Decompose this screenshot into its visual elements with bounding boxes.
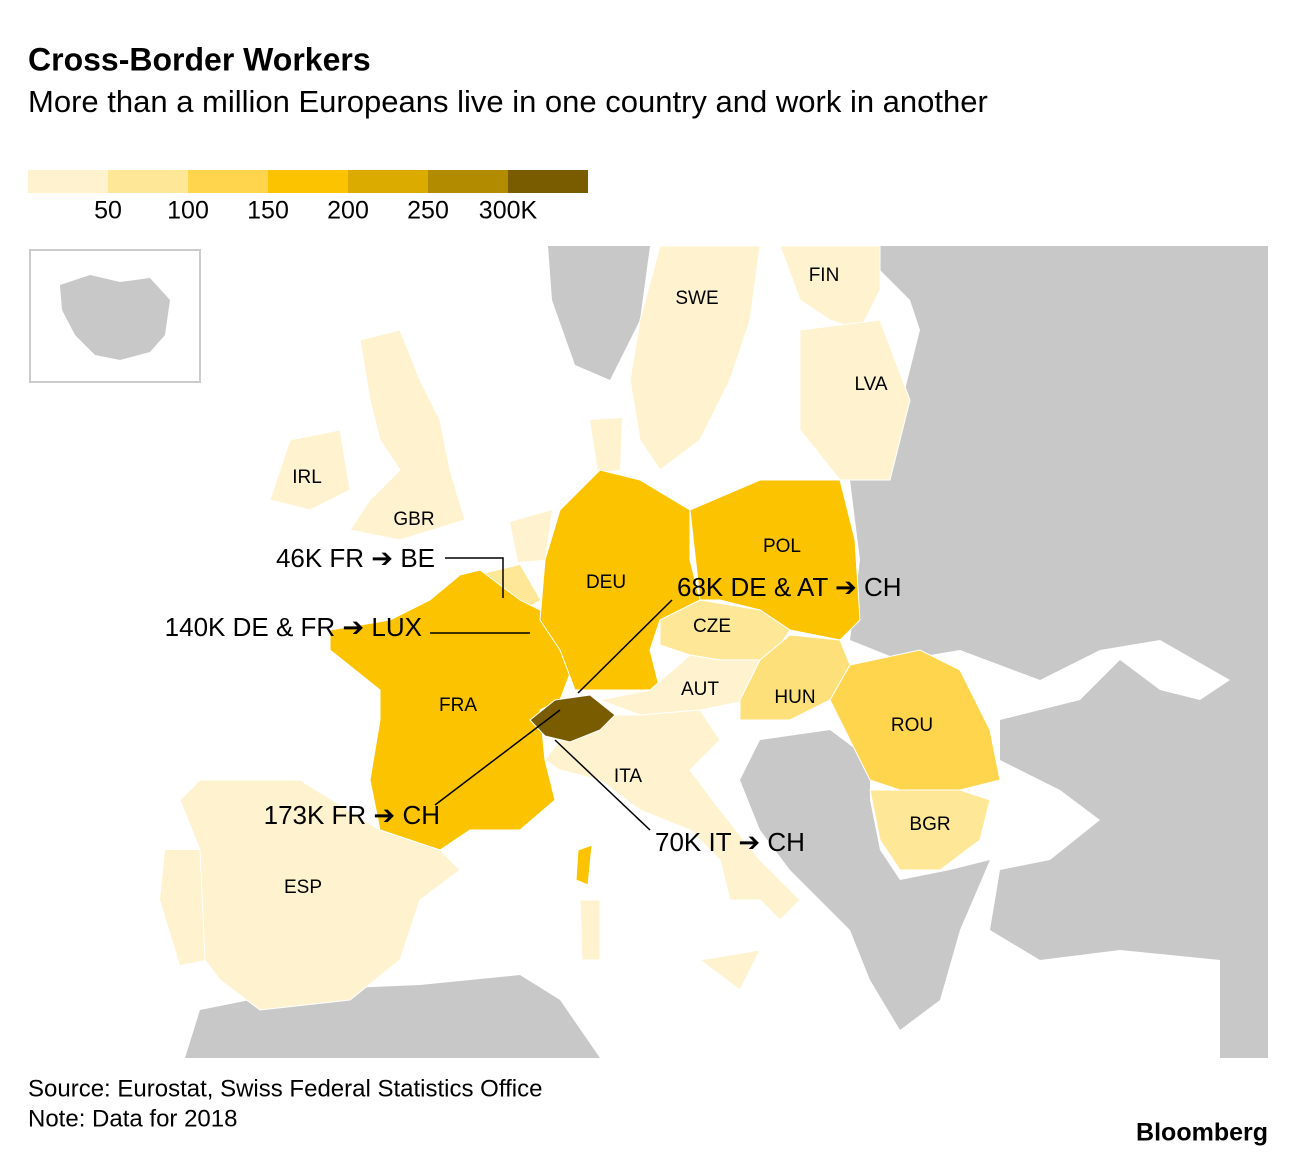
country-label: LVA — [854, 374, 887, 395]
legend-swatch — [108, 170, 188, 193]
country-label: ROU — [891, 715, 933, 736]
land-denmark — [590, 418, 622, 472]
country-label: AUT — [681, 679, 719, 700]
annotation: 173K FR ➔ CH — [264, 800, 440, 830]
legend-swatch — [268, 170, 348, 193]
land-norway — [548, 246, 650, 380]
country — [349, 329, 466, 541]
country-label: IRL — [292, 467, 322, 488]
country-label: SWE — [675, 288, 718, 309]
country — [544, 709, 801, 921]
country — [629, 245, 761, 471]
legend-label: 250 — [407, 197, 449, 225]
country-label: POL — [763, 536, 801, 557]
country — [579, 899, 601, 961]
legend-label: 100 — [167, 197, 209, 225]
legend-label: 200 — [327, 197, 369, 225]
iceland — [60, 275, 170, 360]
brand: Bloomberg — [1136, 1119, 1268, 1147]
source: Source: Eurostat, Swiss Federal Statisti… — [28, 1075, 542, 1102]
leader-line — [577, 599, 673, 694]
leader-line — [554, 739, 651, 831]
subtitle: More than a million Europeans live in on… — [28, 84, 988, 119]
country — [869, 789, 991, 871]
leader-line — [434, 709, 561, 806]
map: FRA DEU POL CZE AUT HUN ROU BGR ITA ESP GBR IRL SWE F… — [28, 245, 1268, 1058]
annotation: 46K FR ➔ BE — [276, 543, 435, 573]
country-label: FRA — [439, 695, 477, 716]
country-label: BGR — [909, 814, 950, 835]
country-label: ESP — [284, 877, 322, 898]
legend-swatch — [188, 170, 268, 193]
country — [179, 779, 461, 1011]
country-label: CZE — [693, 616, 731, 637]
annotation: 140K DE & FR ➔ LUX — [165, 612, 422, 642]
country — [799, 319, 911, 481]
country — [575, 844, 593, 886]
annotation: 68K DE & AT ➔ CH — [677, 572, 902, 602]
country — [269, 429, 351, 511]
legend-label: 300K — [479, 197, 538, 225]
country — [539, 469, 701, 691]
legend-label: 50 — [94, 197, 122, 225]
legend-label: 150 — [247, 197, 289, 225]
country — [698, 949, 761, 991]
legend: 50 100 150 200 250 300K — [28, 170, 588, 225]
land-netherlands — [510, 510, 552, 562]
legend-swatch — [508, 170, 588, 193]
country-label: GBR — [393, 509, 434, 530]
land-portugal — [160, 850, 205, 965]
legend-swatch — [348, 170, 428, 193]
country-label: DEU — [586, 572, 626, 593]
country-label: FIN — [809, 265, 840, 286]
land-switzerland — [529, 694, 616, 743]
annotation: 70K IT ➔ CH — [655, 827, 805, 857]
land-east — [850, 246, 1268, 1058]
leader-line — [445, 557, 504, 598]
country-label: ITA — [614, 766, 642, 787]
legend-swatch — [28, 170, 108, 193]
land-balkans — [740, 730, 990, 1030]
note: Note: Data for 2018 — [28, 1105, 237, 1132]
country-label: HUN — [774, 687, 815, 708]
legend-swatch — [428, 170, 508, 193]
iceland-inset — [29, 249, 201, 383]
title: Cross-Border Workers — [28, 41, 371, 77]
